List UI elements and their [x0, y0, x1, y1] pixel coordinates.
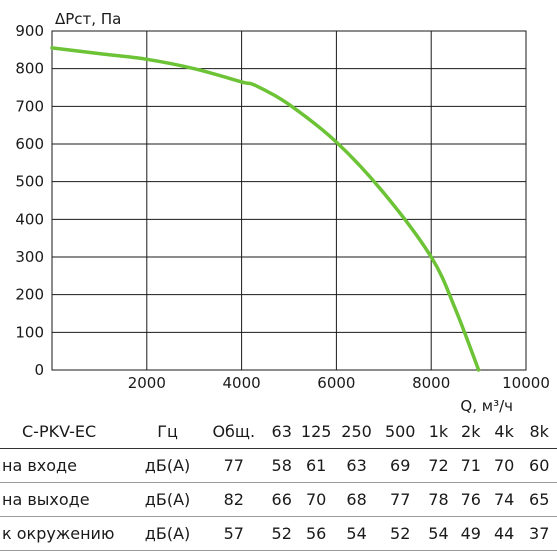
noise-value: 70 [306, 490, 327, 509]
noise-value: 54 [346, 524, 367, 543]
y-tick-label: 700 [15, 97, 44, 115]
table-row: на входе дБ(A) 77 58 61 63 69 72 71 70 60 [0, 449, 557, 483]
noise-value: 52 [271, 524, 292, 543]
band-header: Общ. [212, 422, 256, 441]
noise-value: 56 [306, 524, 327, 543]
noise-value: 77 [390, 490, 411, 509]
unit-header: Гц [157, 422, 178, 441]
plot-frame [51, 30, 527, 371]
band-header: 63 [271, 422, 292, 441]
y-tick-label: 0 [34, 361, 44, 379]
y-tick-label: 500 [15, 173, 44, 191]
y-tick-label: 200 [15, 286, 44, 304]
noise-value: 78 [428, 490, 449, 509]
noise-value: 68 [346, 490, 367, 509]
noise-value: 54 [428, 524, 449, 543]
row-label: на входе [2, 456, 77, 475]
noise-value: 60 [529, 456, 550, 475]
noise-value: 57 [223, 524, 244, 543]
noise-value: 69 [390, 456, 411, 475]
noise-value: 71 [460, 456, 481, 475]
noise-value: 52 [390, 524, 411, 543]
row-label: на выходе [2, 490, 90, 509]
noise-value: 82 [223, 490, 244, 509]
x-axis-ticks: 2000 4000 6000 8000 10000 [128, 374, 550, 392]
x-tick-label: 8000 [412, 374, 450, 392]
noise-value: 65 [529, 490, 550, 509]
noise-value: 72 [428, 456, 449, 475]
y-tick-label: 300 [15, 248, 44, 266]
x-tick-label: 6000 [317, 374, 355, 392]
noise-value: 49 [460, 524, 481, 543]
band-header: 500 [384, 422, 416, 441]
noise-value: 63 [346, 456, 367, 475]
noise-table-header: C-PKV-EC Гц Общ. 63 125 250 500 1k 2k 4k 8k [0, 415, 557, 449]
noise-level-table: C-PKV-EC Гц Общ. 63 125 250 500 1k 2k 4k 8k на вхо… [0, 415, 557, 551]
band-header: 250 [341, 422, 372, 441]
band-header: 4k [494, 422, 514, 441]
chart-grid [52, 31, 526, 370]
y-axis-label: ΔPст, Па [55, 10, 121, 28]
noise-value: 61 [306, 456, 327, 475]
noise-value: 44 [493, 524, 515, 543]
y-tick-label: 900 [15, 22, 44, 40]
band-header: 125 [300, 422, 332, 441]
y-tick-label: 800 [15, 60, 44, 78]
noise-value: 66 [271, 490, 292, 509]
noise-value: 74 [493, 490, 515, 509]
y-axis-ticks: 0 100 200 300 400 500 600 700 800 900 [15, 22, 44, 379]
x-tick-label: 10000 [502, 374, 550, 392]
row-unit: дБ(A) [144, 456, 191, 475]
row-unit: дБ(A) [144, 524, 191, 543]
y-tick-label: 600 [15, 135, 44, 153]
row-unit: дБ(A) [144, 490, 191, 509]
x-tick-label: 4000 [223, 374, 261, 392]
noise-value: 76 [460, 490, 481, 509]
noise-value: 37 [529, 524, 550, 543]
table-row: к окружению дБ(A) 57 52 56 54 52 54 49 44 37 [0, 517, 557, 551]
noise-value: 70 [493, 456, 515, 475]
y-tick-label: 100 [15, 323, 44, 341]
noise-value: 77 [223, 456, 244, 475]
band-header: 8k [529, 422, 549, 441]
pressure-curve [50, 46, 481, 372]
row-label: к окружению [2, 524, 115, 543]
x-axis-label: Q, м³/ч [460, 397, 513, 415]
model-name: C-PKV-EC [22, 422, 97, 441]
y-tick-label: 400 [15, 210, 44, 228]
band-header: 1k [428, 422, 449, 441]
fan-performance-chart: 0 100 200 300 400 500 600 700 800 900 2000 4000 600… [15, 10, 550, 415]
noise-value: 58 [271, 456, 292, 475]
band-header: 2k [461, 422, 481, 441]
table-row: на выходе дБ(A) 82 66 70 68 77 78 76 74 65 [0, 483, 557, 517]
x-tick-label: 2000 [128, 374, 166, 392]
